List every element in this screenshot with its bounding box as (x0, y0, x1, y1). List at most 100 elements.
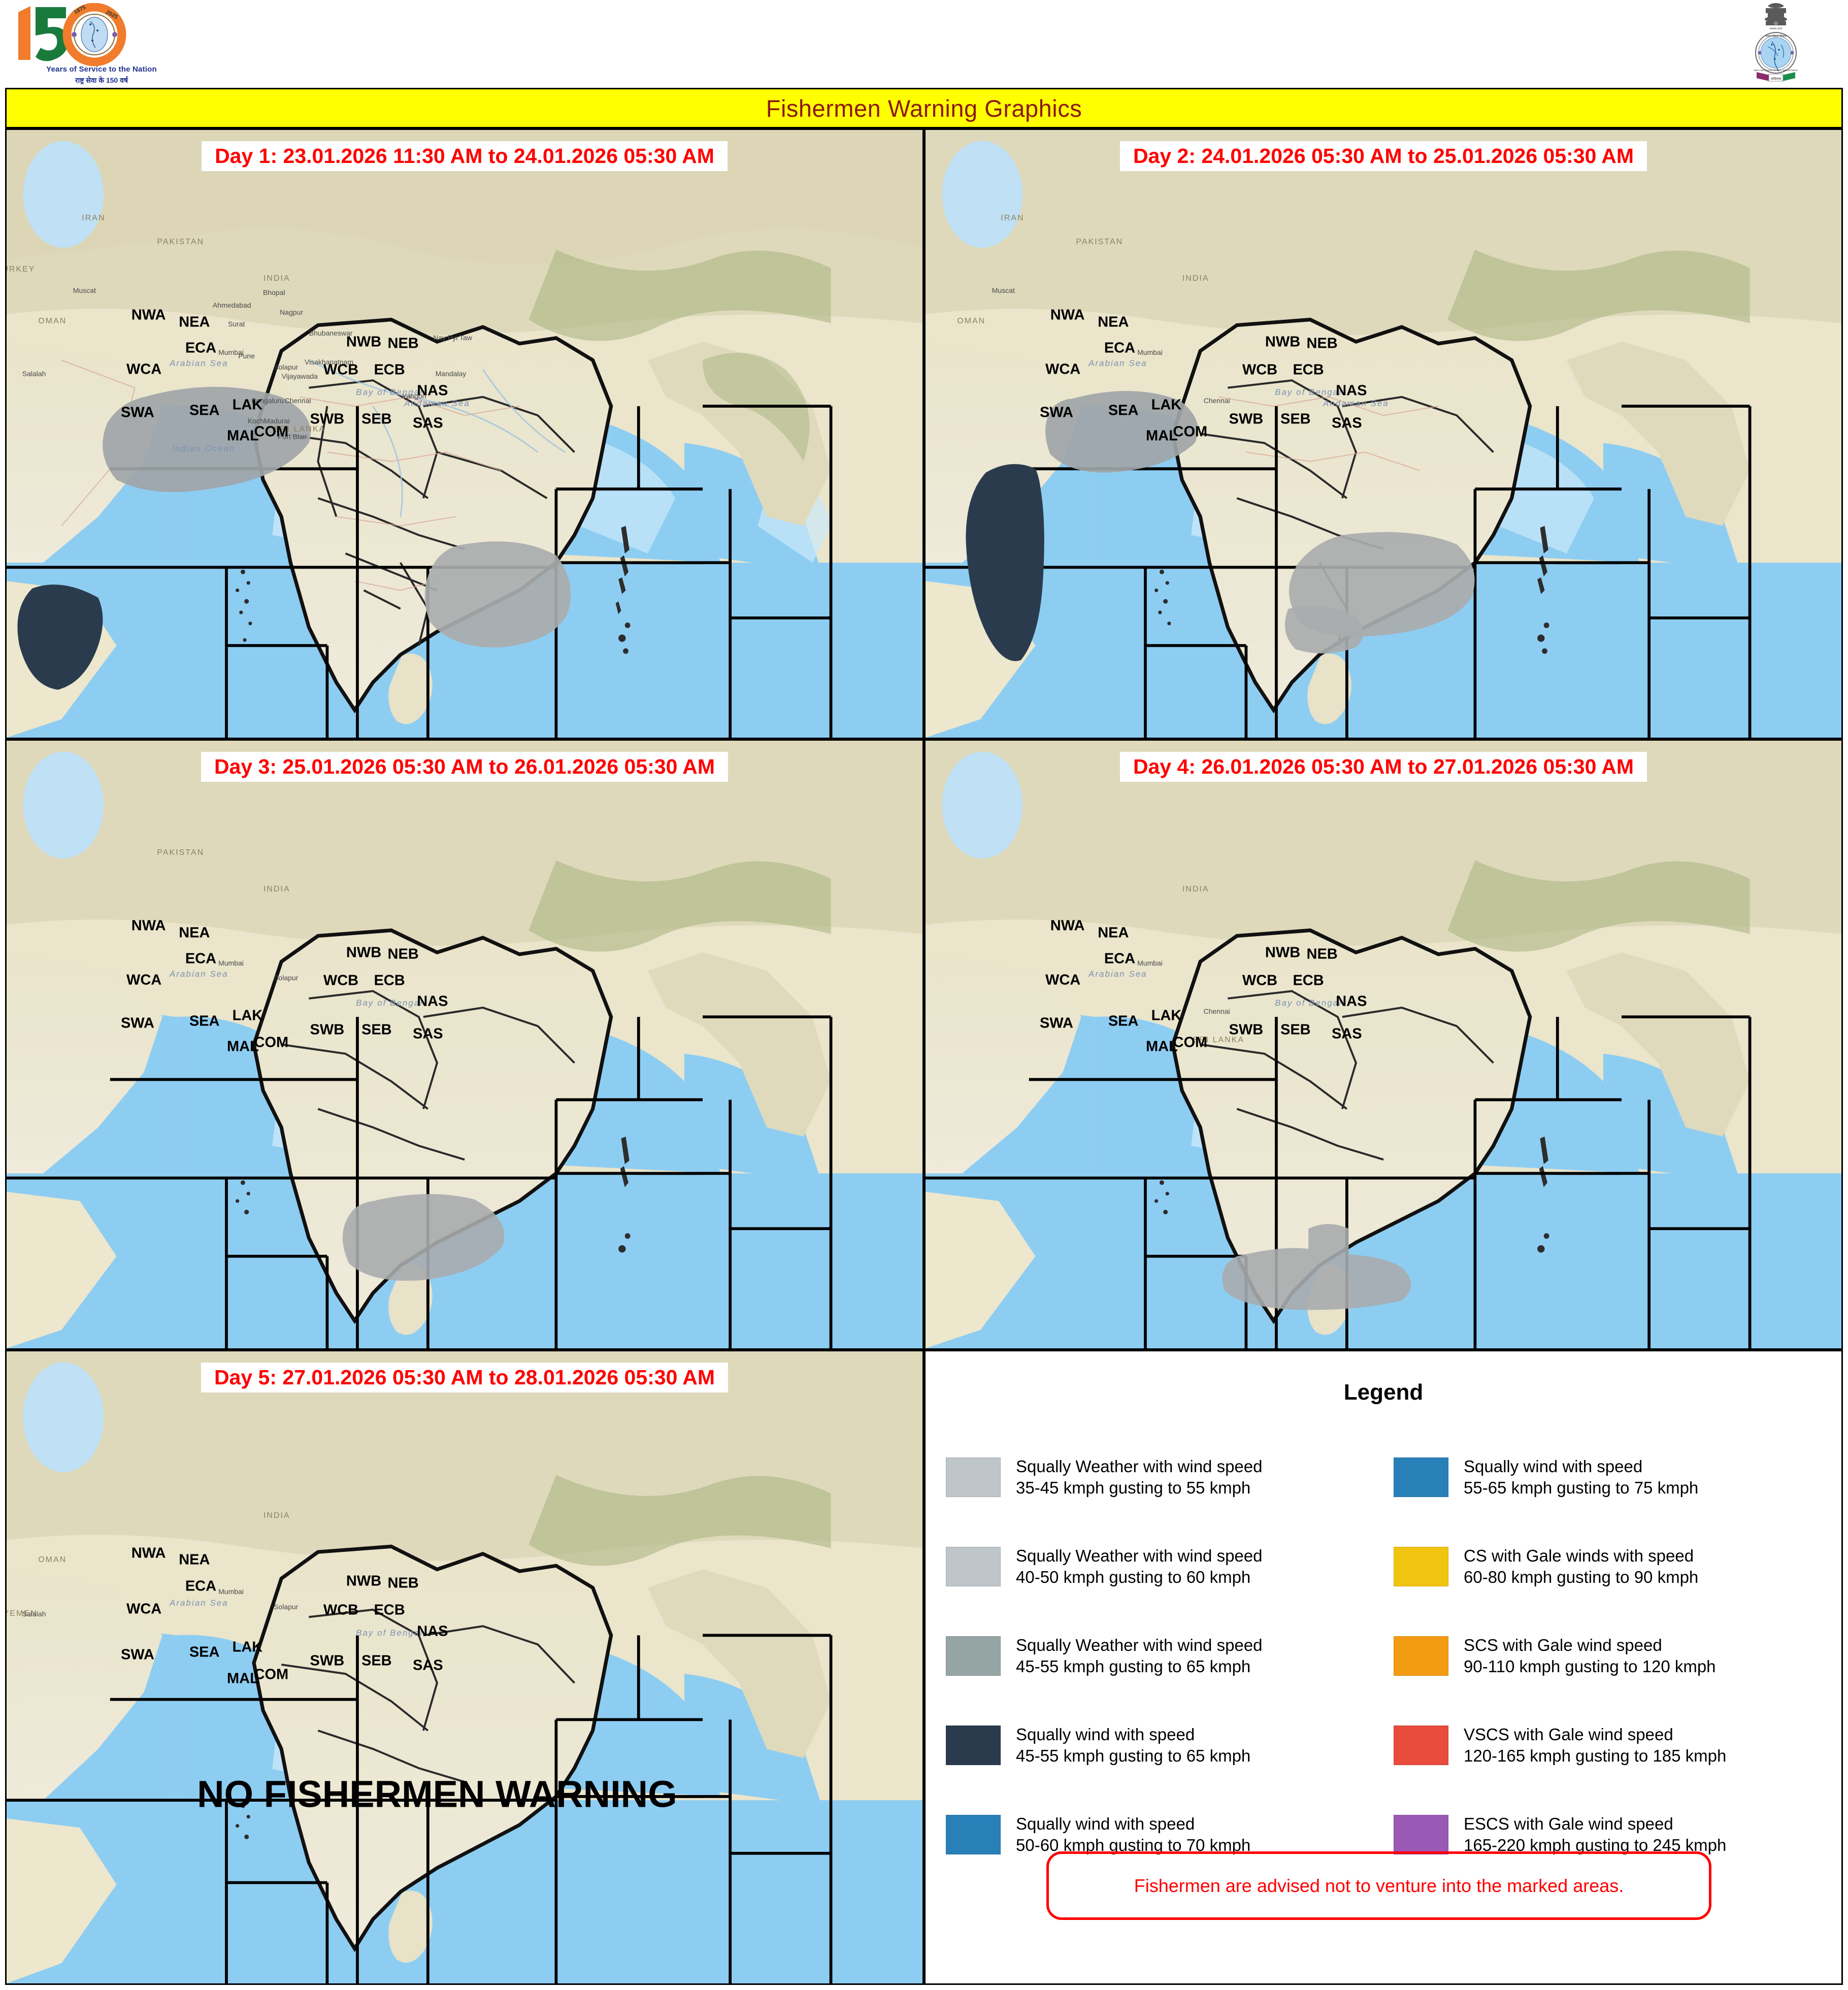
zone-label-eca: ECA (1104, 340, 1136, 356)
city-label-yangon: Mandalay (435, 369, 467, 378)
zone-label-mal: MAL (227, 1038, 259, 1055)
zone-label-ecb: ECB (374, 1602, 405, 1618)
zone-label-swa: SWA (120, 1646, 154, 1663)
legend-item: ESCS with Gale wind speed 165-220 kmph g… (1394, 1790, 1831, 1879)
legend-line1: CS with Gale winds with speed (1464, 1546, 1694, 1565)
legend-swatch-icon (1394, 1815, 1448, 1854)
sea-label-arabian: Arabian Sea (170, 1598, 228, 1608)
sea-label-bengal: Bay of Bengal (356, 998, 423, 1008)
zone-label-nea: NEA (179, 314, 210, 330)
zone-label-eca: ECA (185, 1578, 217, 1595)
legend-line1: Squally wind with speed (1016, 1814, 1195, 1833)
legend-swatch-icon (1394, 1547, 1448, 1586)
legend-item-text: ESCS with Gale wind speed 165-220 kmph g… (1464, 1813, 1726, 1856)
legend-item: VSCS with Gale wind speed 120-165 kmph g… (1394, 1701, 1831, 1790)
zone-label-neb: NEB (1306, 946, 1338, 963)
zone-label-eca: ECA (185, 340, 217, 356)
map-day5[interactable]: Day 5: 27.01.2026 05:30 AM to 28.01.2026… (7, 1351, 922, 1983)
zone-label-nwa: NWA (131, 307, 166, 323)
zone-label-com: COM (1173, 1034, 1208, 1051)
zone-label-mal: MAL (1146, 1038, 1178, 1055)
legend-panel: Legend Squally Weather with wind speed 3… (924, 1350, 1843, 1985)
country-label-turkey: TURKEY (7, 265, 36, 274)
zone-label-sea: SEA (1108, 1013, 1139, 1030)
country-label-oman: OMAN (38, 317, 67, 326)
legend-line2: 35-45 kmph gusting to 55 kmph (1016, 1478, 1251, 1497)
zone-label-wca: WCA (126, 361, 162, 378)
city-label-pune: Pune (238, 352, 255, 360)
zone-label-ecb: ECB (374, 361, 405, 378)
zone-label-mal: MAL (227, 427, 259, 444)
map-day2[interactable]: Day 2: 24.01.2026 05:30 AM to 25.01.2026… (926, 130, 1841, 738)
city-label-mumbai: Mumbai (218, 348, 244, 357)
zone-label-com: COM (254, 1666, 289, 1683)
city-label-chennai: Chennai (284, 396, 311, 405)
zone-label-eca: ECA (185, 950, 217, 967)
legend-item-text: Squally wind with speed 55-65 kmph gusti… (1464, 1456, 1698, 1499)
panel-day4[interactable]: Day 4: 26.01.2026 05:30 AM to 27.01.2026… (924, 739, 1843, 1350)
zone-label-com: COM (254, 423, 289, 440)
zone-label-sas: SAS (1332, 415, 1362, 432)
zone-label-neb: NEB (387, 335, 419, 352)
zone-label-mal: MAL (227, 1670, 259, 1687)
country-label-oman: OMAN (38, 1555, 67, 1564)
city-label-portblair: Yangon (402, 392, 426, 401)
zone-label-ecb: ECB (1293, 361, 1324, 378)
legend-line1: Squally Weather with wind speed (1016, 1546, 1263, 1565)
legend-swatch-icon (1394, 1726, 1448, 1765)
city-label-mumbai: Mumbai (218, 1587, 244, 1596)
legend-line2: 45-55 kmph gusting to 65 kmph (1016, 1746, 1251, 1765)
zone-label-nwa: NWA (131, 917, 166, 934)
legend-line1: ESCS with Gale wind speed (1464, 1814, 1673, 1833)
city-label-bengaluru: Bengaluru (251, 396, 284, 405)
zone-label-com: COM (1173, 423, 1208, 440)
panel-day5[interactable]: Day 5: 27.01.2026 05:30 AM to 28.01.2026… (5, 1350, 924, 1985)
legend-swatch-icon (946, 1457, 1001, 1497)
map-day1[interactable]: Day 1: 23.01.2026 11:30 AM to 24.01.2026… (7, 130, 922, 738)
zone-label-seb: SEB (1280, 411, 1311, 427)
legend-line1: SCS with Gale wind speed (1464, 1635, 1662, 1654)
legend-item: SCS with Gale wind speed 90-110 kmph gus… (1394, 1611, 1831, 1701)
zone-label-ecb: ECB (374, 972, 405, 989)
city-label-muscat: Muscat (73, 286, 96, 294)
country-label-pakistan: PAKISTAN (157, 238, 205, 247)
zone-label-nas: NAS (417, 993, 448, 1009)
logo-tagline-hi: राष्ट्र सेवा के 150 वर्ष (75, 76, 128, 84)
city-label-mumbai: Mumbai (1137, 959, 1163, 968)
zone-label-nwb: NWB (346, 944, 382, 961)
legend-item: Squally wind with speed 55-65 kmph gusti… (1394, 1433, 1831, 1522)
svg-text:भारत मौसम विज्ञान: भारत मौसम विज्ञान (1765, 34, 1787, 38)
legend-item: Squally Weather with wind speed 35-45 km… (946, 1433, 1383, 1522)
zone-label-lak: LAK (232, 1007, 263, 1024)
zone-label-neb: NEB (387, 946, 419, 963)
advisory-text: Fishermen are advised not to venture int… (1134, 1875, 1624, 1896)
zone-label-wcb: WCB (1242, 361, 1278, 378)
legend-swatch-icon (946, 1547, 1001, 1586)
day1-date-label: Day 1: 23.01.2026 11:30 AM to 24.01.2026… (202, 141, 728, 171)
panel-day2[interactable]: Day 2: 24.01.2026 05:30 AM to 25.01.2026… (924, 128, 1843, 739)
zone-label-swb: SWB (1229, 1021, 1264, 1038)
legend-swatch-icon (946, 1815, 1001, 1854)
city-label-kochi: Kochi (247, 417, 266, 425)
legend-item: Squally wind with speed 50-60 kmph gusti… (946, 1790, 1383, 1879)
zone-label-lak: LAK (1151, 1007, 1182, 1024)
legend-line2: 165-220 kmph gusting to 245 kmph (1464, 1836, 1727, 1854)
legend-item-text: Squally Weather with wind speed 45-55 km… (1016, 1635, 1263, 1677)
zone-label-sas: SAS (413, 1025, 443, 1042)
map-day4[interactable]: Day 4: 26.01.2026 05:30 AM to 27.01.2026… (926, 741, 1841, 1348)
day2-date-label: Day 2: 24.01.2026 05:30 AM to 25.01.2026… (1119, 141, 1647, 171)
legend-line2: 50-60 kmph gusting to 70 kmph (1016, 1836, 1251, 1854)
sea-label-andaman: Andaman Sea (404, 398, 470, 408)
country-label-india: INDIA (263, 885, 290, 894)
svg-text:आदित्यात्: आदित्यात् (1770, 77, 1781, 81)
zone-label-swb: SWB (1229, 411, 1264, 427)
sea-label-indian-ocean: Indian Ocean (172, 444, 236, 454)
panel-day1[interactable]: Day 1: 23.01.2026 11:30 AM to 24.01.2026… (5, 128, 924, 739)
legend-item-text: Squally wind with speed 50-60 kmph gusti… (1016, 1813, 1250, 1856)
sea-label-bengal: Bay of Bengal (1275, 387, 1342, 397)
sea-label-arabian: Arabian Sea (170, 969, 228, 979)
panel-day3[interactable]: Day 3: 25.01.2026 05:30 AM to 26.01.2026… (5, 739, 924, 1350)
advisory-box: Fishermen are advised not to venture int… (1046, 1851, 1711, 1920)
zone-label-neb: NEB (1306, 335, 1338, 352)
map-day3[interactable]: Day 3: 25.01.2026 05:30 AM to 26.01.2026… (7, 741, 922, 1348)
